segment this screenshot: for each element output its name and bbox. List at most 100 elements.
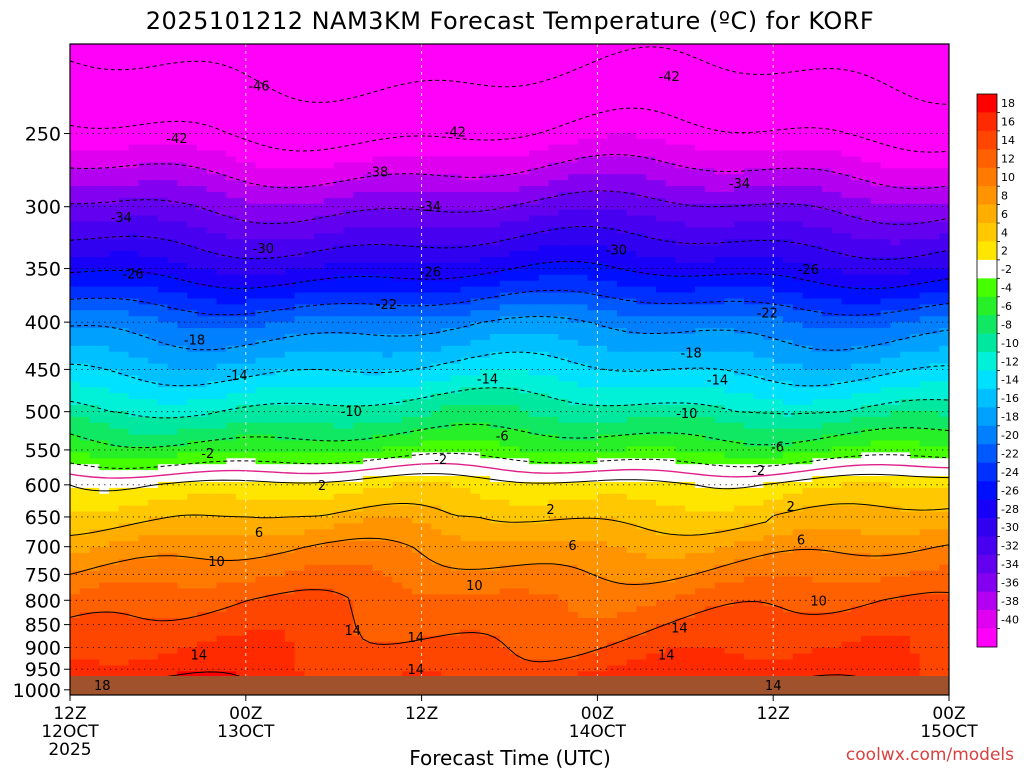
contour-label: -42 [659,70,680,85]
credit-link[interactable]: coolwx.com/models [846,745,1014,765]
colorbar-swatch [977,517,997,537]
colorbar-tick-label: -10 [1001,337,1019,350]
colorbar-swatch [977,94,997,113]
x-axis-label: Forecast Time (UTC) [409,746,611,768]
contour-label: 18 [94,679,111,694]
x-tick-label: 12Z [757,704,790,724]
contour-label: -46 [248,79,269,94]
colorbar-swatch [977,628,997,648]
contour-label: 14 [671,621,688,636]
colorbar-tick-label: -30 [1001,521,1019,534]
contour-label: -34 [729,177,750,192]
colorbar-swatch [977,149,997,169]
chart-title: 2025101212 NAM3KM Forecast Temperature (… [146,7,874,35]
contour-label: -38 [367,165,388,180]
colorbar-swatch [977,167,997,187]
isotherm--30 [70,225,949,260]
colorbar-swatch [977,333,997,353]
contour-label: 6 [568,539,576,554]
colorbar-tick-label: -40 [1001,613,1019,626]
contour-label: 6 [797,533,805,548]
contour-label: -2 [201,447,214,462]
contour-label: -6 [771,440,784,455]
x-tick-label: 12Z [53,704,86,724]
isotherm--38 [70,153,949,190]
colorbar-swatch [977,481,997,500]
contour-label: -14 [707,373,728,388]
contour-label: -18 [681,347,702,362]
contour-label: 6 [255,526,263,541]
colorbar-swatch [977,370,997,390]
colorbar-tick-label: -20 [1001,429,1019,442]
isotherm--14 [70,351,949,387]
y-tick-label: 950 [25,659,61,681]
isotherm-2 [70,473,949,492]
colorbar-swatch [977,130,997,150]
colorbar-tick-label: -2 [1001,263,1012,276]
x-tick-label: 2025 [48,740,91,760]
contour-label: -22 [376,298,397,313]
isotherm--42 [70,107,949,153]
colorbar-tick-label: 4 [1001,226,1008,239]
contour-label: -42 [166,132,187,147]
colorbar-tick-label: -34 [1001,558,1019,571]
colorbar-tick-label: 14 [1001,134,1015,147]
temperature-contour-lines [70,46,949,695]
colorbar-tick-label: -38 [1001,595,1019,608]
y-tick-label: 400 [25,312,61,334]
colorbar-tick-label: -18 [1001,411,1019,424]
colorbar-tick-label: 6 [1001,208,1008,221]
colorbar-swatch [977,444,997,463]
x-tick-label: 13OCT [217,722,275,742]
y-tick-label: 300 [25,197,61,219]
x-tick-label: 12OCT [41,722,99,742]
contour-labels: -46-42-42 -42-38-34-34-34-30 -30-26 -26 -26-… [94,70,827,694]
colorbar-swatch [977,352,997,371]
colorbar-tick-label: -16 [1001,392,1019,405]
contour-label: -18 [184,333,205,348]
x-tick-label: 00Z [229,704,262,724]
plot-grid [70,44,949,695]
x-tick-label: 15OCT [920,722,978,742]
isotherm--6 [70,423,949,449]
contour-label: 2 [787,500,795,515]
colorbar-swatch [977,186,997,205]
x-tick-label: 12Z [405,704,438,724]
y-tick-label: 550 [25,440,61,462]
colorbar-swatch [977,296,997,316]
colorbar-tick-label: -12 [1001,355,1019,368]
colorbar-swatch [977,591,997,611]
contour-label: 10 [810,594,827,609]
contour-label: -26 [420,265,441,280]
isotherm-10 [70,537,949,586]
colorbar-tick-label: -22 [1001,447,1019,460]
ground-surface-band [70,676,949,695]
contour-label: -2 [434,453,447,468]
contour-label: 10 [208,555,225,570]
y-tick-label: 350 [25,259,61,281]
isotherm--2 [70,452,949,469]
colorbar-tick-label: 2 [1001,245,1008,258]
contour-label: 2 [318,479,326,494]
colorbar-swatch [977,407,997,427]
colorbar-tick-label: -6 [1001,300,1012,313]
colorbar-tick-label: 10 [1001,171,1015,184]
colorbar-swatch [977,223,997,242]
colorbar-tick-label: -14 [1001,374,1019,387]
x-tick-label: 00Z [932,704,965,724]
colorbar-tick-label: -24 [1001,466,1019,479]
colorbar-tick-label: -28 [1001,503,1019,516]
y-tick-label: 1000 [13,680,61,702]
colorbar-swatch [977,536,997,556]
contour-label: 14 [191,649,208,664]
contour-label: -14 [226,369,247,384]
colorbar-swatch [977,112,997,132]
y-tick-label: 250 [25,124,61,146]
y-axis-ticks: 2503003504004505005506006507007508008509… [13,124,70,702]
contour-label: -10 [341,405,362,420]
contour-label: -10 [676,407,697,422]
colorbar-swatch [977,462,997,482]
x-tick-label: 14OCT [569,722,627,742]
